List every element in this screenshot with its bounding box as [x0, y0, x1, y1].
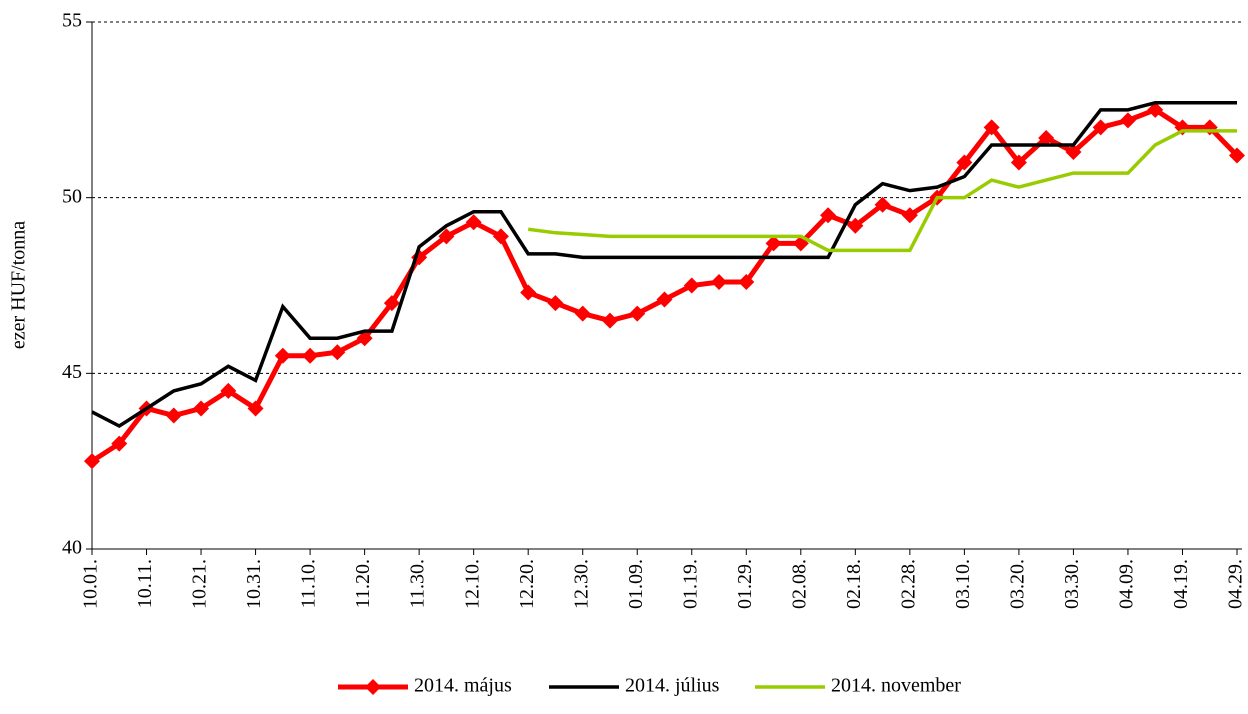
marker	[165, 407, 182, 424]
x-tick-label: 11.20.	[352, 559, 374, 608]
marker	[656, 291, 673, 308]
marker	[193, 400, 210, 417]
marker	[465, 214, 482, 231]
x-tick-label: 02.18.	[843, 559, 865, 609]
marker	[574, 305, 591, 322]
x-tick-label: 03.20.	[1006, 559, 1028, 609]
x-tick-label: 04.29.	[1225, 559, 1247, 609]
legend-label: 2014. május	[414, 675, 512, 697]
x-tick-label: 04.19.	[1170, 559, 1192, 609]
x-tick-label: 02.28.	[897, 559, 919, 609]
legend-label: 2014. november	[831, 675, 961, 697]
marker	[1092, 119, 1109, 136]
x-tick-label: 12.20.	[516, 559, 538, 609]
marker	[1038, 129, 1055, 146]
marker	[1147, 101, 1164, 118]
marker	[1010, 154, 1027, 171]
marker	[1229, 147, 1245, 164]
marker	[383, 295, 400, 312]
marker	[547, 295, 564, 312]
series-line	[527, 129, 1237, 253]
marker	[820, 207, 837, 224]
series-line	[90, 107, 1239, 464]
marker	[1065, 143, 1082, 160]
y-axis-label: ezer HUF/tonna	[8, 221, 30, 349]
x-tick-label: 10.31.	[243, 559, 265, 609]
marker	[601, 312, 618, 329]
marker	[629, 305, 646, 322]
marker	[874, 196, 891, 213]
marker	[956, 154, 973, 171]
marker	[329, 344, 346, 361]
legend-marker	[365, 679, 381, 695]
x-tick-label: 12.30.	[570, 559, 592, 609]
x-tick-label: 01.19.	[679, 559, 701, 609]
marker	[520, 284, 537, 301]
x-tick-label: 03.10.	[952, 559, 974, 609]
x-tick-label: 11.30.	[407, 559, 429, 608]
legend-label: 2014. július	[625, 675, 720, 697]
y-tick-label: 55	[62, 10, 82, 32]
x-tick-label: 11.10.	[298, 559, 320, 608]
series-line	[91, 101, 1237, 429]
x-tick-label: 03.30.	[1061, 559, 1083, 609]
marker	[711, 273, 728, 290]
marker	[765, 235, 782, 252]
marker	[247, 400, 264, 417]
marker	[683, 277, 700, 294]
marker	[302, 347, 319, 364]
x-tick-label: 02.08.	[788, 559, 810, 609]
marker	[356, 330, 373, 347]
marker	[274, 347, 291, 364]
marker	[847, 217, 864, 234]
marker	[901, 207, 918, 224]
x-tick-label: 01.09.	[625, 559, 647, 609]
x-tick-label: 10.21.	[189, 559, 211, 609]
x-tick-label: 10.11.	[134, 559, 156, 608]
marker	[84, 453, 100, 470]
marker	[438, 228, 455, 245]
y-tick-label: 40	[62, 537, 82, 559]
x-tick-label: 01.29.	[734, 559, 756, 609]
marker	[983, 119, 1000, 136]
y-tick-label: 45	[62, 361, 82, 383]
x-tick-label: 12.10.	[461, 559, 483, 609]
marker	[220, 382, 237, 399]
x-tick-label: 04.09.	[1116, 559, 1138, 609]
marker	[738, 273, 755, 290]
x-tick-label: 10.01.	[80, 559, 102, 609]
marker	[1119, 112, 1136, 129]
marker	[492, 228, 509, 245]
marker	[111, 435, 128, 452]
y-tick-label: 50	[62, 185, 82, 207]
